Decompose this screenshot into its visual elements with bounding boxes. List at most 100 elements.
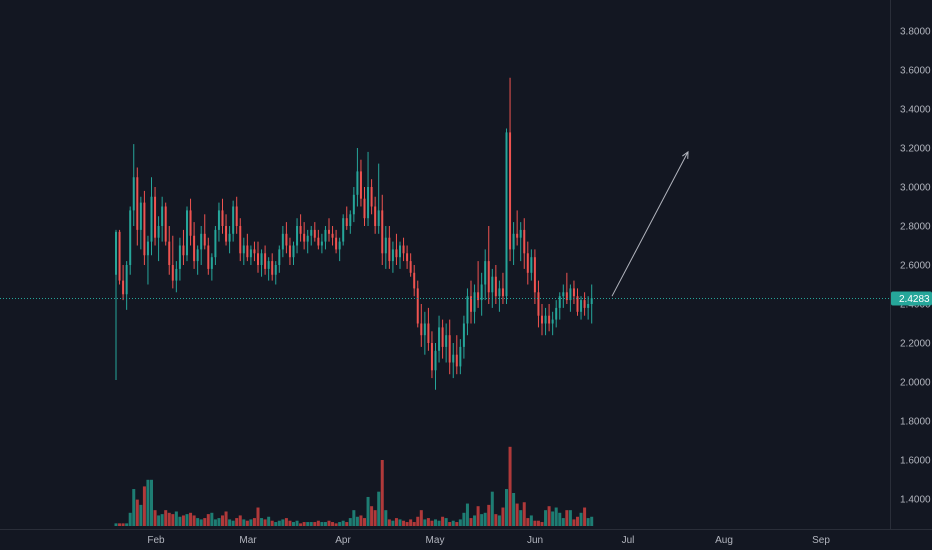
candle[interactable]: [587, 296, 590, 320]
candle[interactable]: [281, 226, 284, 258]
candle[interactable]: [267, 257, 270, 281]
candle[interactable]: [391, 241, 394, 273]
candle[interactable]: [558, 292, 561, 320]
candle[interactable]: [473, 284, 476, 324]
candle[interactable]: [338, 237, 341, 262]
candle[interactable]: [345, 206, 348, 230]
candle[interactable]: [257, 241, 259, 273]
candle[interactable]: [235, 196, 238, 234]
candle[interactable]: [459, 339, 462, 375]
candle[interactable]: [122, 265, 125, 301]
candle[interactable]: [207, 237, 210, 275]
candle[interactable]: [189, 198, 192, 246]
candle[interactable]: [505, 128, 508, 305]
candle[interactable]: [320, 233, 323, 254]
candle[interactable]: [409, 253, 412, 277]
candle[interactable]: [441, 319, 444, 359]
candle[interactable]: [427, 307, 430, 351]
candle[interactable]: [438, 315, 441, 363]
candle[interactable]: [580, 296, 583, 320]
candle[interactable]: [228, 226, 231, 254]
candle[interactable]: [196, 245, 199, 275]
time-axis[interactable]: Feb Mar Apr May Jun Jul Aug Sep: [147, 535, 830, 546]
candle[interactable]: [501, 272, 504, 304]
candle[interactable]: [260, 249, 263, 277]
candle[interactable]: [186, 206, 188, 262]
candle[interactable]: [374, 196, 377, 234]
candle[interactable]: [548, 304, 551, 332]
candle[interactable]: [555, 300, 558, 328]
candle[interactable]: [168, 226, 171, 275]
candle[interactable]: [285, 222, 288, 254]
candle[interactable]: [480, 272, 483, 316]
candle[interactable]: [370, 179, 373, 215]
candle[interactable]: [164, 202, 167, 246]
candle[interactable]: [377, 163, 380, 234]
candle[interactable]: [448, 319, 451, 375]
price-axis[interactable]: 3.8000 3.6000 3.4000 3.2000 3.0000 2.8000 2.60…: [900, 27, 931, 506]
candle[interactable]: [150, 177, 153, 256]
candle[interactable]: [384, 226, 387, 269]
candle[interactable]: [210, 253, 213, 281]
candle[interactable]: [310, 226, 313, 246]
candle[interactable]: [516, 210, 519, 246]
candle[interactable]: [381, 194, 384, 265]
candle[interactable]: [551, 311, 554, 336]
candle[interactable]: [161, 196, 164, 242]
candle[interactable]: [182, 229, 185, 265]
candle[interactable]: [565, 272, 568, 304]
candle[interactable]: [395, 233, 398, 265]
candle[interactable]: [132, 144, 135, 226]
candle[interactable]: [537, 280, 540, 328]
candle[interactable]: [249, 245, 252, 266]
candle[interactable]: [491, 268, 494, 308]
candle[interactable]: [388, 226, 391, 269]
candle[interactable]: [541, 304, 543, 336]
candle[interactable]: [445, 323, 448, 363]
candle[interactable]: [154, 187, 157, 246]
candle[interactable]: [406, 245, 409, 269]
candle[interactable]: [246, 233, 249, 262]
candle[interactable]: [530, 249, 533, 281]
candle[interactable]: [352, 187, 355, 223]
candle[interactable]: [118, 229, 121, 285]
candle[interactable]: [349, 210, 352, 234]
candle[interactable]: [512, 222, 515, 265]
candle[interactable]: [572, 280, 575, 304]
candle[interactable]: [157, 216, 160, 262]
candle[interactable]: [139, 196, 142, 250]
candle[interactable]: [359, 159, 362, 207]
candle[interactable]: [509, 77, 512, 262]
candle[interactable]: [232, 200, 235, 242]
candle[interactable]: [175, 261, 178, 293]
candle[interactable]: [413, 265, 416, 297]
candle[interactable]: [143, 190, 146, 265]
candle[interactable]: [576, 288, 579, 316]
candle[interactable]: [171, 235, 174, 289]
candle[interactable]: [519, 222, 522, 262]
candle[interactable]: [462, 315, 465, 359]
candle[interactable]: [434, 343, 437, 390]
candle[interactable]: [129, 206, 132, 275]
candle[interactable]: [416, 280, 419, 328]
candle[interactable]: [271, 253, 274, 281]
candle[interactable]: [125, 261, 128, 310]
candle[interactable]: [278, 245, 281, 273]
candle[interactable]: [203, 214, 206, 250]
candle[interactable]: [562, 284, 565, 308]
candle[interactable]: [331, 226, 334, 246]
candle[interactable]: [494, 265, 497, 304]
candle[interactable]: [455, 335, 458, 375]
candle[interactable]: [299, 214, 302, 242]
candle[interactable]: [466, 288, 469, 336]
candle[interactable]: [115, 229, 117, 381]
candle[interactable]: [317, 229, 320, 250]
candle[interactable]: [146, 235, 149, 285]
candle[interactable]: [335, 229, 338, 254]
projection-arrow[interactable]: [611, 151, 689, 297]
candle[interactable]: [533, 249, 536, 304]
candle[interactable]: [225, 214, 228, 246]
candle[interactable]: [342, 214, 345, 246]
candle[interactable]: [292, 241, 295, 265]
